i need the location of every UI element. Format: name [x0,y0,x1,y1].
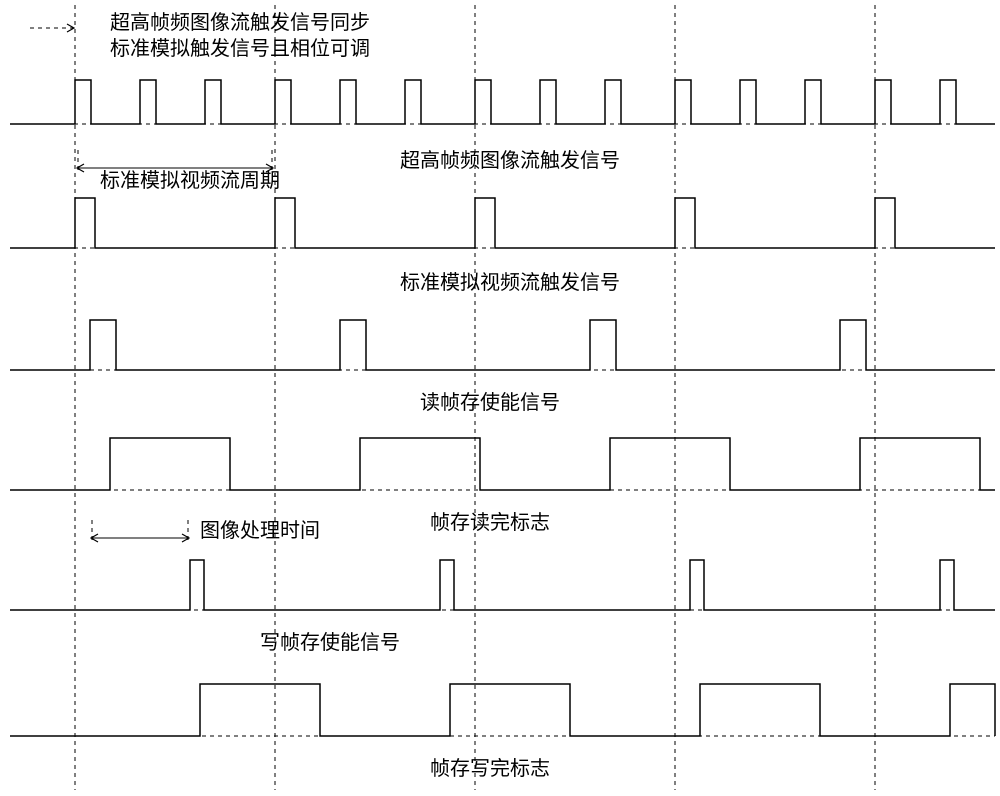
signal-frame-write-done-label: 帧存写完标志 [430,752,550,781]
signal-write-frame-enable-label: 写帧存使能信号 [260,626,400,655]
signal-frame-read-done-dim-label: 图像处理时间 [200,514,320,543]
signal-std-analog-trigger-label: 标准模拟视频流触发信号 [400,266,620,295]
note-sync-line2: 标准模拟触发信号且相位可调 [110,32,370,61]
signal-ultra-high-trigger-dim-label: 标准模拟视频流周期 [100,164,280,193]
signal-ultra-high-trigger-waveform [10,80,995,124]
signal-frame-write-done-waveform [10,684,995,736]
signal-std-analog-trigger-waveform [10,198,995,248]
diagram-container: 超高帧频图像流触发信号同步 标准模拟触发信号且相位可调 超高帧频图像流触发信号标… [0,0,1000,796]
signal-write-frame-enable-waveform [10,560,995,610]
signal-read-frame-enable-label: 读帧存使能信号 [420,386,560,415]
signal-frame-read-done-waveform [10,438,995,490]
signal-read-frame-enable-waveform [10,320,995,370]
signal-ultra-high-trigger-label: 超高帧频图像流触发信号 [400,144,620,173]
signal-frame-read-done-label: 帧存读完标志 [430,506,550,535]
note-sync-line1: 超高帧频图像流触发信号同步 [110,6,370,35]
